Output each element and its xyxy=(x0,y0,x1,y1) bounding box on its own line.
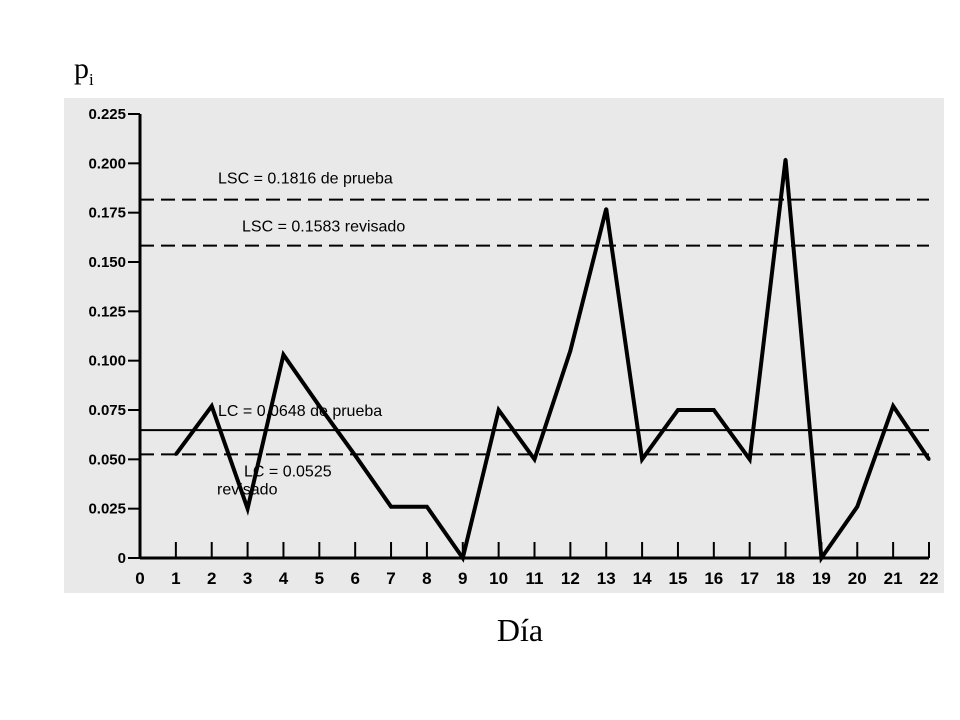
data-point xyxy=(676,409,679,412)
y-tick-label: 0 xyxy=(118,550,126,567)
data-point xyxy=(425,505,428,508)
data-point xyxy=(246,507,249,510)
x-tick-label: 6 xyxy=(350,569,359,588)
y-tick-label: 0.025 xyxy=(88,501,126,518)
y-tick-label: 0.175 xyxy=(88,205,126,222)
data-point xyxy=(569,349,572,352)
x-tick-label: 9 xyxy=(458,569,467,588)
x-tick-label: 12 xyxy=(561,569,580,588)
data-point xyxy=(210,405,213,408)
y-tick-label: 0.100 xyxy=(88,353,126,370)
x-tick-label: 1 xyxy=(171,569,180,588)
data-point xyxy=(892,405,895,408)
y-tick-label: 0.150 xyxy=(88,254,126,271)
x-tick-label: 8 xyxy=(422,569,431,588)
data-point xyxy=(497,409,500,412)
plot-background xyxy=(64,98,944,593)
data-point xyxy=(748,458,751,461)
x-tick-label: 5 xyxy=(315,569,324,588)
x-tick-label: 22 xyxy=(920,569,939,588)
x-tick-label: 0 xyxy=(135,569,144,588)
y-tick-label: 0.125 xyxy=(88,303,126,320)
data-point xyxy=(856,505,859,508)
x-tick-label: 18 xyxy=(776,569,795,588)
reference-line-label: LC = 0.0648 de prueba xyxy=(218,403,382,420)
reference-line-label: LC = 0.0525 xyxy=(244,463,332,480)
x-tick-label: 15 xyxy=(668,569,687,588)
data-point xyxy=(605,207,608,210)
reference-line-label: LSC = 0.1816 de prueba xyxy=(218,171,393,188)
data-point xyxy=(641,458,644,461)
x-tick-label: 2 xyxy=(207,569,216,588)
x-tick-label: 19 xyxy=(812,569,831,588)
data-point xyxy=(533,458,536,461)
x-tick-label: 7 xyxy=(386,569,395,588)
x-axis-label: Día xyxy=(0,612,960,649)
x-tick-label: 14 xyxy=(633,569,652,588)
y-tick-label: 0.075 xyxy=(88,402,126,419)
x-tick-label: 16 xyxy=(704,569,723,588)
y-tick-label: 0.050 xyxy=(88,451,126,468)
data-point xyxy=(174,453,177,456)
data-point xyxy=(282,353,285,356)
y-tick-label: 0.225 xyxy=(88,106,126,123)
y-tick-label: 0.200 xyxy=(88,155,126,172)
x-tick-label: 20 xyxy=(848,569,867,588)
data-point xyxy=(461,557,464,560)
x-tick-label: 4 xyxy=(279,569,289,588)
reference-line-label: LSC = 0.1583 revisado xyxy=(242,219,405,236)
data-point xyxy=(354,454,357,457)
x-tick-label: 21 xyxy=(884,569,903,588)
x-tick-label: 13 xyxy=(597,569,616,588)
reference-line-label-2: revisado xyxy=(217,481,278,498)
x-tick-label: 11 xyxy=(526,569,544,588)
x-tick-label: 17 xyxy=(740,569,759,588)
x-tick-label: 3 xyxy=(243,569,252,588)
data-point xyxy=(928,458,931,461)
data-point xyxy=(712,409,715,412)
data-point xyxy=(390,505,393,508)
x-tick-label: 10 xyxy=(489,569,508,588)
data-point xyxy=(820,557,823,560)
data-point xyxy=(784,158,787,161)
